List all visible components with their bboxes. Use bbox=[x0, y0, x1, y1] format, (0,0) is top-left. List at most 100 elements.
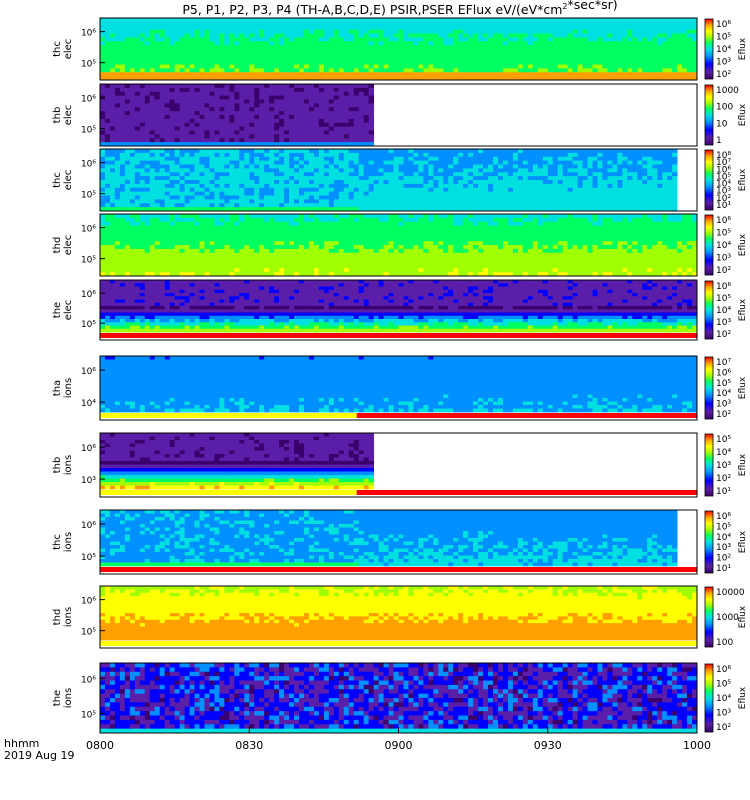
spectrogram-cell bbox=[149, 95, 156, 100]
spectrogram-cell bbox=[672, 76, 678, 81]
spectrogram-cell bbox=[622, 180, 628, 185]
spectrogram-cell bbox=[592, 41, 598, 46]
spectrogram-cell bbox=[383, 172, 389, 177]
spectrogram-cell bbox=[224, 168, 230, 173]
spectrogram-cell bbox=[552, 29, 559, 34]
spectrogram-cell bbox=[517, 18, 524, 23]
spectrogram-cell bbox=[303, 60, 310, 65]
spectrogram-cell bbox=[612, 191, 618, 196]
spectrogram-cell bbox=[204, 60, 210, 65]
spectrogram-cell bbox=[299, 199, 305, 204]
spectrogram-cell bbox=[458, 33, 464, 38]
spectrogram-cell bbox=[144, 68, 151, 73]
spectrogram-cell bbox=[388, 68, 394, 73]
spectrogram-cell bbox=[264, 142, 270, 147]
spectrogram-cell bbox=[129, 207, 136, 212]
spectrogram-cell bbox=[557, 76, 564, 81]
spectrogram-cell bbox=[184, 241, 190, 246]
spectrogram-cell bbox=[632, 60, 638, 65]
spectrogram-cell bbox=[303, 37, 310, 42]
spectrogram-cell bbox=[274, 84, 280, 89]
spectrogram-cell bbox=[199, 29, 205, 34]
spectrogram-cell bbox=[154, 103, 161, 108]
spectrogram-cell bbox=[194, 76, 200, 81]
spectrogram-cell bbox=[224, 138, 230, 143]
spectrogram-cell bbox=[547, 37, 554, 42]
spectrogram-cell bbox=[642, 76, 648, 81]
spectrogram-cell bbox=[438, 68, 444, 73]
spectrogram-cell bbox=[184, 199, 190, 204]
spectrogram-cell bbox=[368, 72, 375, 77]
spectrogram-cell bbox=[274, 199, 280, 204]
spectrogram-cell bbox=[259, 103, 265, 108]
spectrogram-cell bbox=[244, 95, 250, 100]
spectrogram-cell bbox=[124, 18, 131, 23]
spectrogram-cell bbox=[388, 76, 394, 81]
spectrogram-cell bbox=[602, 180, 608, 185]
spectrogram-cell bbox=[587, 29, 593, 34]
spectrogram-cell bbox=[109, 87, 116, 93]
spectrogram-cell bbox=[448, 207, 454, 212]
spectrogram-cell bbox=[512, 41, 519, 46]
spectrogram-cell bbox=[443, 176, 449, 181]
spectrogram-cell bbox=[468, 149, 474, 154]
spectrogram-cell bbox=[418, 176, 424, 181]
spectrogram-cell bbox=[557, 191, 564, 196]
spectrogram-cell bbox=[114, 160, 121, 165]
spectrogram-cell bbox=[577, 33, 583, 38]
spectrogram-cell bbox=[174, 241, 181, 246]
spectrogram-cell bbox=[488, 172, 494, 177]
spectrogram-cell bbox=[532, 76, 539, 81]
spectrogram-cell bbox=[154, 195, 161, 200]
spectrogram-cell bbox=[184, 207, 190, 212]
spectrogram-cell bbox=[458, 164, 464, 169]
spectrogram-cell bbox=[303, 76, 310, 81]
spectrogram-cell bbox=[358, 199, 365, 204]
spectrogram-cell bbox=[259, 72, 265, 77]
spectrogram-cell bbox=[114, 183, 121, 189]
spectrogram-cell bbox=[418, 49, 424, 54]
spectrogram-cell bbox=[139, 183, 146, 189]
spectrogram-cell bbox=[179, 225, 185, 230]
spectrogram-cell bbox=[154, 33, 161, 38]
spectrogram-cell bbox=[527, 195, 534, 200]
spectrogram-cell bbox=[627, 49, 633, 54]
spectrogram-cell bbox=[572, 41, 579, 46]
spectrogram-cell bbox=[129, 237, 136, 242]
spectrogram-cell bbox=[318, 180, 325, 185]
spectrogram-cell bbox=[542, 152, 549, 158]
spectrogram-cell bbox=[448, 191, 454, 196]
spectrogram-cell bbox=[363, 72, 370, 77]
spectrogram-cell bbox=[672, 172, 678, 177]
spectrogram-cell bbox=[537, 33, 544, 38]
spectrogram-cell bbox=[254, 29, 260, 34]
spectrogram-cell bbox=[522, 72, 529, 77]
spectrogram-cell bbox=[547, 203, 554, 208]
spectrogram-cell bbox=[139, 252, 146, 258]
spectrogram-cell bbox=[249, 183, 255, 189]
spectrogram-cell bbox=[557, 33, 564, 38]
spectrogram-cell bbox=[104, 260, 111, 265]
spectrogram-cell bbox=[194, 191, 200, 196]
spectrogram-cell bbox=[532, 199, 539, 204]
spectrogram-cell bbox=[498, 64, 504, 69]
spectrogram-cell bbox=[144, 268, 151, 273]
spectrogram-cell bbox=[299, 84, 305, 89]
spectrogram-cell bbox=[124, 248, 131, 254]
spectrogram-cell bbox=[622, 72, 628, 77]
spectrogram-cell bbox=[423, 168, 429, 173]
spectrogram-cell bbox=[577, 68, 583, 73]
spectrogram-cell bbox=[463, 164, 469, 169]
spectrogram-cell bbox=[592, 52, 598, 58]
spectrogram-cell bbox=[338, 130, 345, 135]
spectrogram-cell bbox=[667, 52, 673, 58]
spectrogram-cell bbox=[184, 152, 190, 158]
spectrogram-cell bbox=[512, 52, 519, 58]
spectrogram-cell bbox=[408, 52, 414, 58]
spectrogram-cell bbox=[318, 72, 325, 77]
spectrogram-cell bbox=[488, 180, 494, 185]
spectrogram-cell bbox=[557, 164, 564, 169]
spectrogram-cell bbox=[408, 152, 414, 158]
spectrogram-cell bbox=[119, 149, 126, 154]
spectrogram-cell bbox=[209, 160, 215, 165]
